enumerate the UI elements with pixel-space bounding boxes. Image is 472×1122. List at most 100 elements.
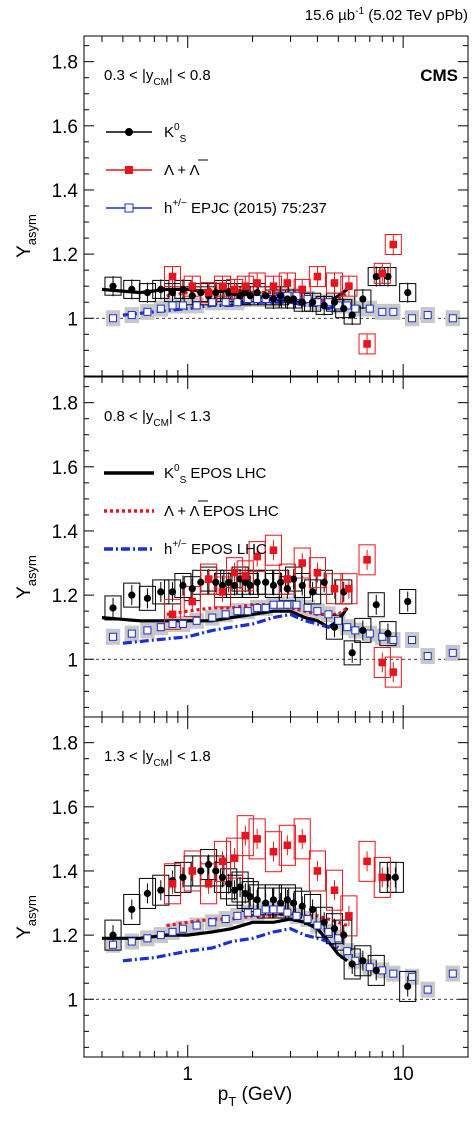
y-tick-label: 1 bbox=[67, 309, 78, 330]
lambda-data-point bbox=[363, 556, 371, 564]
x-tick-label: 10 bbox=[393, 1064, 414, 1085]
y-axis-title: Yasym bbox=[14, 895, 39, 939]
lambda-syst-box bbox=[384, 656, 402, 688]
y-tick-label: 1 bbox=[67, 990, 78, 1011]
y-tick-label-text: 1.8 bbox=[52, 394, 78, 415]
h-data-point bbox=[408, 314, 417, 323]
h-data-point bbox=[127, 937, 136, 946]
h-data-point bbox=[143, 626, 152, 635]
h-data-point bbox=[156, 623, 165, 632]
legend-text-sup: +/− bbox=[172, 539, 187, 550]
y-tick-label-text: 1 bbox=[67, 309, 78, 330]
lambda-syst-box bbox=[358, 840, 376, 882]
kshort-data-point bbox=[236, 292, 244, 300]
legend-label: K0S EPOS LHC bbox=[164, 463, 266, 486]
h-data-point bbox=[156, 931, 165, 940]
lambda-data-point bbox=[330, 584, 339, 593]
h-data-point bbox=[178, 619, 187, 628]
rapidity-sub: CM bbox=[153, 758, 169, 769]
kshort-syst-box bbox=[236, 877, 254, 909]
lambda-syst-box bbox=[308, 850, 326, 892]
rapidity-range-start: 0.3 < |y bbox=[104, 67, 154, 84]
kshort-syst-box bbox=[152, 579, 170, 605]
kshort-data-point bbox=[391, 873, 399, 881]
h-data-point bbox=[261, 905, 270, 914]
kshort-data-point bbox=[262, 578, 270, 586]
h-data-point bbox=[168, 927, 177, 936]
h-data-point bbox=[324, 927, 333, 936]
kshort-data-point bbox=[179, 285, 187, 293]
y-axis-label-sub: asym bbox=[24, 214, 39, 245]
legend-text-tail: EPOS LHC bbox=[187, 541, 267, 558]
y-tick-label: 1.6 bbox=[52, 458, 78, 479]
x-tick-label: 1 bbox=[182, 1064, 193, 1085]
lambda-data-point bbox=[389, 668, 398, 676]
lambda-data-point bbox=[253, 552, 261, 561]
h-data-point bbox=[313, 607, 322, 616]
h-data-point bbox=[221, 915, 230, 924]
legend-label: Λ + Λ bbox=[164, 162, 199, 179]
lambda-data-point bbox=[345, 584, 353, 593]
h-data-point bbox=[423, 985, 432, 994]
kshort-data-point bbox=[143, 289, 152, 297]
y-axis-label-main: Y bbox=[14, 586, 35, 599]
kshort-data-point bbox=[225, 578, 233, 586]
kshort-data-point bbox=[277, 899, 285, 907]
kshort-data-point bbox=[372, 966, 380, 974]
kshort-data-point bbox=[348, 649, 356, 657]
y-axis-label-sub: asym bbox=[24, 555, 39, 586]
lambda-data-point bbox=[389, 240, 398, 249]
kshort-syst-box bbox=[123, 893, 141, 925]
model-curve-3 bbox=[122, 612, 339, 645]
kshort-data-point bbox=[283, 585, 291, 593]
kshort-data-point bbox=[253, 578, 261, 586]
kshort-data-point bbox=[309, 905, 317, 914]
lambda-data-point bbox=[204, 288, 213, 297]
y-tick-label-text: 1.4 bbox=[52, 181, 79, 202]
legend-marker-lambda bbox=[125, 166, 133, 174]
y-tick-label-text: 1.6 bbox=[52, 458, 78, 479]
rapidity-sub: CM bbox=[153, 418, 169, 429]
lambda-data-point bbox=[269, 546, 278, 555]
h-data-point bbox=[351, 304, 360, 313]
kshort-data-point bbox=[340, 305, 348, 313]
kshort-data-point bbox=[128, 285, 136, 293]
kshort-data-point bbox=[225, 289, 233, 297]
h-data-point bbox=[168, 301, 177, 310]
kshort-data-point bbox=[168, 289, 177, 297]
h-data-point bbox=[233, 607, 242, 616]
h-data-point bbox=[343, 947, 352, 956]
kshort-data-point bbox=[404, 289, 412, 297]
h-data-point bbox=[143, 934, 152, 943]
kshort-syst-box bbox=[343, 948, 361, 980]
y-axis-title: Yasym bbox=[14, 555, 39, 599]
h-data-point bbox=[334, 934, 343, 943]
legend-text-main: h bbox=[164, 541, 172, 558]
rapidity-range-end: | < 1.3 bbox=[169, 408, 211, 425]
kshort-data-point bbox=[348, 311, 356, 319]
kshort-data-point bbox=[179, 873, 187, 881]
h-data-point bbox=[378, 632, 387, 641]
lambda-data-point bbox=[188, 867, 197, 875]
lambda-syst-box bbox=[358, 544, 376, 576]
lambda-data-point bbox=[269, 282, 278, 290]
kshort-data-point bbox=[197, 867, 205, 875]
rapidity-range-end: | < 1.8 bbox=[169, 748, 211, 765]
rapidity-range-start: 1.3 < |y bbox=[104, 748, 154, 765]
y-tick-label-text: 1.6 bbox=[52, 798, 78, 819]
kshort-data-point bbox=[384, 272, 392, 281]
panel-frame bbox=[83, 716, 469, 1058]
lambda-data-point bbox=[188, 282, 197, 290]
kshort-data-point bbox=[236, 883, 244, 891]
legend-text-tail: EPOS LHC bbox=[186, 465, 266, 482]
y-tick-label-text: 1.2 bbox=[52, 926, 78, 947]
lambda-data-point bbox=[283, 841, 292, 850]
y-tick-label: 1 bbox=[67, 650, 78, 671]
lambda-data-point bbox=[363, 340, 371, 348]
kshort-data-point bbox=[340, 931, 348, 939]
y-axis-label-main: Y bbox=[14, 926, 35, 939]
kshort-data-point bbox=[269, 896, 278, 904]
kshort-data-point bbox=[188, 292, 196, 300]
